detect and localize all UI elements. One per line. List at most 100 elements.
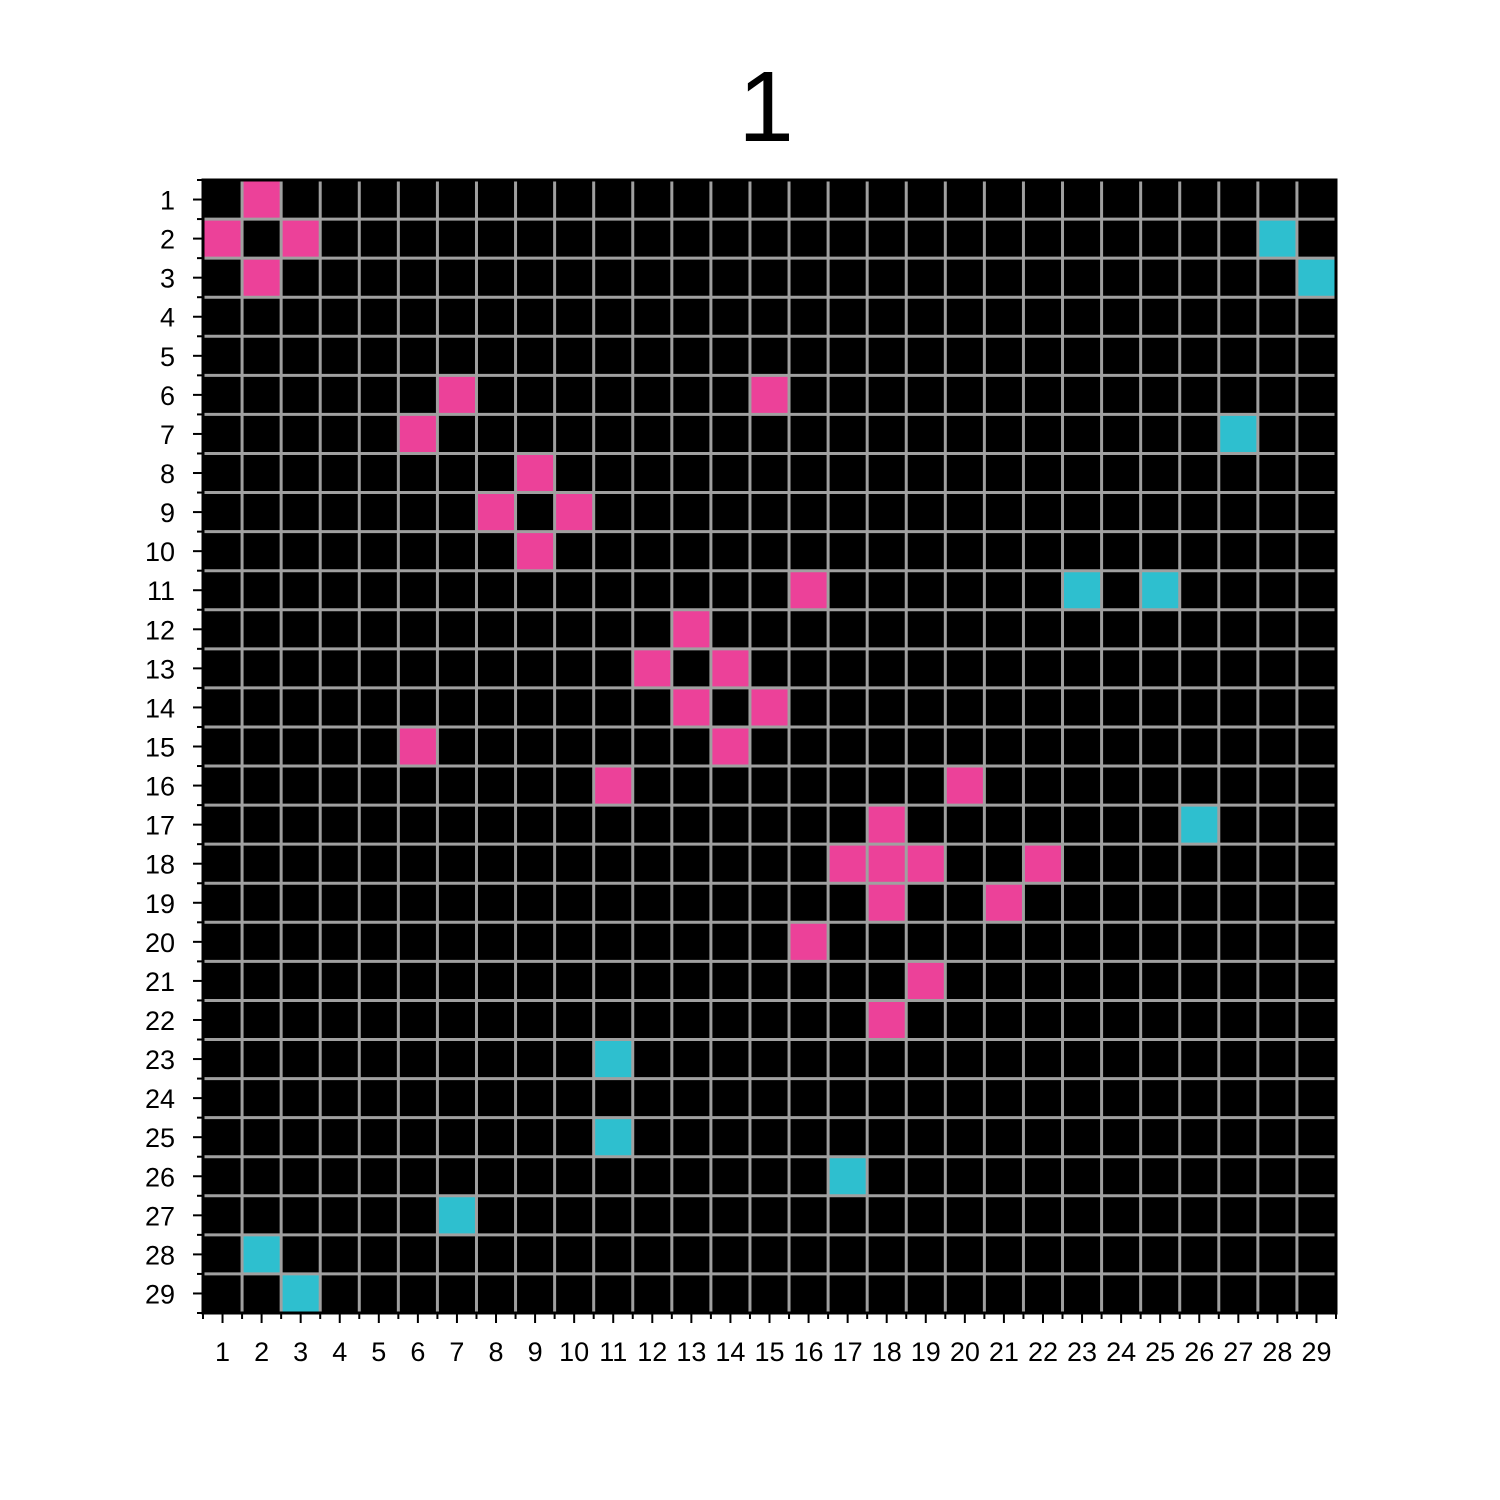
x-tick-label: 22 <box>1028 1337 1058 1367</box>
heatmap-cell-cyan-r23-c11 <box>593 1039 633 1079</box>
heatmap-cell-pink-r7-c6 <box>398 414 438 454</box>
x-tick-label: 16 <box>794 1337 824 1367</box>
x-tick-label: 15 <box>754 1337 784 1367</box>
heatmap-cell-cyan-r25-c11 <box>593 1117 633 1157</box>
heatmap-cell-cyan-r11-c25 <box>1140 570 1180 610</box>
heatmap-cell-pink-r1-c2 <box>242 180 282 220</box>
heatmap-cell-cyan-r2-c28 <box>1257 219 1297 259</box>
heatmap-cell-pink-r15-c6 <box>398 726 438 767</box>
heatmap-cell-pink-r22-c18 <box>867 1000 907 1040</box>
x-tick-label: 11 <box>599 1337 627 1367</box>
x-tick-label: 25 <box>1145 1337 1175 1367</box>
x-tick-label: 26 <box>1184 1337 1214 1367</box>
x-tick-label: 27 <box>1223 1337 1253 1367</box>
heatmap-cell-pink-r9-c8 <box>476 492 516 532</box>
y-tick-label: 22 <box>145 1006 175 1036</box>
heatmap-cell-pink-r10-c9 <box>515 531 555 571</box>
heatmap-cell-pink-r21-c19 <box>906 961 946 1001</box>
y-tick-label: 2 <box>160 225 175 255</box>
heatmap-cell-pink-r19-c21 <box>984 883 1024 923</box>
y-tick-label: 11 <box>147 576 175 606</box>
heatmap-cell-cyan-r7-c27 <box>1218 414 1258 454</box>
plot-area <box>203 180 1336 1313</box>
x-tick-label: 29 <box>1301 1337 1331 1367</box>
y-tick-label: 8 <box>160 459 175 489</box>
y-tick-label: 19 <box>145 889 175 919</box>
x-tick-label: 24 <box>1106 1337 1136 1367</box>
x-tick-label: 6 <box>410 1337 425 1367</box>
x-tick-label: 23 <box>1067 1337 1097 1367</box>
x-tick-label: 9 <box>528 1337 543 1367</box>
y-tick-label: 29 <box>145 1279 175 1309</box>
heatmap-cell-pink-r18-c18 <box>867 844 907 884</box>
x-tick-label: 19 <box>911 1337 941 1367</box>
heatmap-cells <box>203 180 1336 1313</box>
y-tick-label: 10 <box>145 537 175 567</box>
x-tick-label: 17 <box>833 1337 863 1367</box>
heatmap-cell-pink-r6-c15 <box>749 375 790 415</box>
heatmap-cell-cyan-r11-c23 <box>1062 570 1102 610</box>
x-tick-label: 1 <box>215 1337 230 1367</box>
y-tick-label: 26 <box>145 1162 175 1192</box>
heatmap-cell-pink-r15-c14 <box>710 726 750 767</box>
y-tick-label: 13 <box>145 654 175 684</box>
y-tick-label: 18 <box>145 850 175 880</box>
gridlines <box>201 178 1338 1315</box>
y-tick-label: 6 <box>160 381 175 411</box>
x-tick-label: 2 <box>254 1337 269 1367</box>
x-tick-label: 20 <box>950 1337 980 1367</box>
heatmap-cell-pink-r11-c16 <box>789 570 829 610</box>
y-tick-label: 25 <box>145 1123 175 1153</box>
heatmap-cell-pink-r8-c9 <box>515 453 555 493</box>
x-tick-label: 14 <box>715 1337 745 1367</box>
x-tick-label: 4 <box>332 1337 347 1367</box>
y-axis-tick-labels: 1234567891011121314151617181920212223242… <box>145 186 175 1310</box>
x-tick-label: 10 <box>559 1337 589 1367</box>
heatmap-cell-pink-r9-c10 <box>554 492 594 532</box>
chart-title: 1 <box>738 51 794 163</box>
y-tick-label: 5 <box>160 342 175 372</box>
x-tick-label: 18 <box>872 1337 902 1367</box>
heatmap-cell-cyan-r28-c2 <box>242 1234 282 1274</box>
x-tick-label: 28 <box>1262 1337 1292 1367</box>
y-tick-label: 16 <box>145 772 175 802</box>
x-tick-label: 8 <box>489 1337 504 1367</box>
heatmap-cell-cyan-r29-c3 <box>281 1273 321 1313</box>
y-tick-label: 20 <box>145 928 175 958</box>
heatmap-cell-pink-r18-c19 <box>906 844 946 884</box>
x-tick-label: 13 <box>676 1337 706 1367</box>
x-tick-label: 5 <box>371 1337 386 1367</box>
heatmap-cell-pink-r14-c15 <box>749 687 790 727</box>
y-tick-label: 28 <box>145 1240 175 1270</box>
y-tick-label: 1 <box>160 186 175 216</box>
y-tick-label: 24 <box>145 1084 175 1114</box>
y-tick-label: 3 <box>160 264 175 294</box>
x-tick-label: 7 <box>449 1337 464 1367</box>
heatmap-cell-cyan-r17-c26 <box>1179 805 1219 845</box>
heatmap-cell-cyan-r3-c29 <box>1296 258 1336 298</box>
plot-background <box>203 180 1336 1313</box>
axis-ticks <box>193 179 1337 1323</box>
heatmap-cell-pink-r13-c14 <box>710 648 750 688</box>
heatmap-cell-pink-r13-c12 <box>632 648 672 688</box>
x-axis-tick-labels: 1 2 3 4 5 6 7 8 9 10 11 12 13 14 15 16 17 18 19 20 21 22 23 24 2… <box>215 1337 1331 1367</box>
heatmap-cell-pink-r14-c13 <box>671 687 711 727</box>
y-tick-label: 23 <box>145 1045 175 1075</box>
heatmap-cell-pink-r16-c20 <box>945 766 985 806</box>
y-tick-label: 17 <box>145 811 175 841</box>
heatmap-cell-cyan-r27-c7 <box>437 1195 477 1235</box>
heatmap-cell-cyan-r26-c17 <box>828 1156 868 1196</box>
heatmap-cell-pink-r12-c13 <box>671 609 711 649</box>
heatmap-cell-pink-r2-c3 <box>281 219 321 259</box>
y-tick-label: 12 <box>145 615 175 645</box>
heatmap-cell-pink-r2-c1 <box>203 219 243 259</box>
heatmap-cell-pink-r19-c18 <box>867 883 907 923</box>
y-tick-label: 7 <box>160 420 175 450</box>
heatmap-cell-pink-r18-c22 <box>1023 844 1063 884</box>
y-tick-label: 15 <box>145 733 175 763</box>
y-tick-label: 27 <box>145 1201 175 1231</box>
heatmap-cell-pink-r18-c17 <box>828 844 868 884</box>
y-tick-label: 21 <box>145 967 175 997</box>
y-tick-label: 4 <box>160 303 175 333</box>
